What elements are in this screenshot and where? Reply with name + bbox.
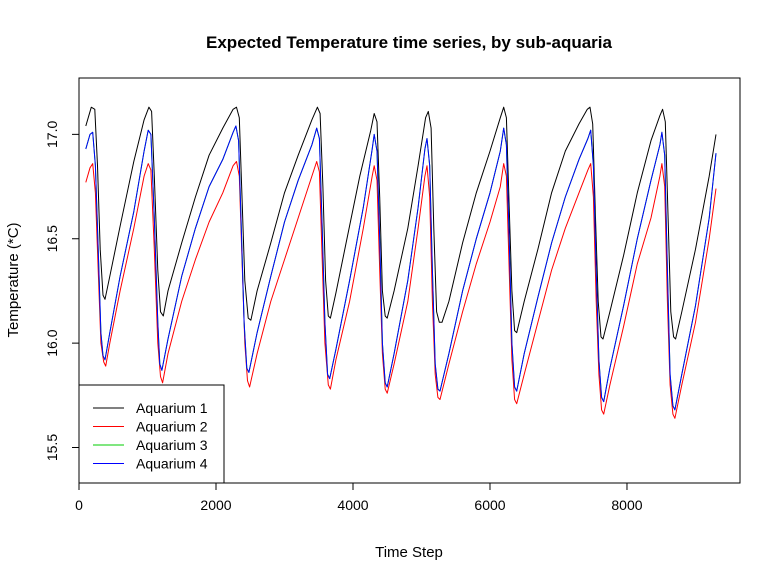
series-layer [85, 106, 717, 419]
y-axis-label: Temperature (*C) [5, 222, 22, 337]
series-line-aquarium-2 [85, 161, 717, 419]
y-axis: 15.5 16.0 16.5 17.0 [44, 121, 80, 461]
x-axis: 0 2000 4000 6000 8000 [75, 482, 643, 513]
chart-title: Expected Temperature time series, by sub… [206, 33, 612, 52]
legend: Aquarium 1 Aquarium 2 Aquarium 3 Aquarium 4 [78, 384, 225, 484]
x-tick-label: 8000 [611, 497, 642, 513]
legend-label-aquarium-1: Aquarium 1 [136, 400, 208, 416]
legend-label-aquarium-4: Aquarium 4 [136, 456, 208, 472]
x-tick-label: 6000 [474, 497, 505, 513]
legend-box [78, 384, 225, 484]
x-axis-label: Time Step [375, 544, 443, 561]
x-tick-label: 4000 [337, 497, 368, 513]
series-line-aquarium-4 [85, 125, 717, 411]
legend-label-aquarium-3: Aquarium 3 [136, 437, 208, 453]
y-tick-label: 16.0 [44, 329, 60, 356]
series-line-aquarium-3 [85, 125, 717, 411]
y-tick-label: 17.0 [44, 121, 60, 148]
series-line-aquarium-1 [85, 106, 717, 340]
y-tick-label: 16.5 [44, 225, 60, 252]
x-tick-label: 0 [75, 497, 83, 513]
x-tick-label: 2000 [200, 497, 231, 513]
y-tick-label: 15.5 [44, 434, 60, 461]
legend-label-aquarium-2: Aquarium 2 [136, 419, 208, 435]
